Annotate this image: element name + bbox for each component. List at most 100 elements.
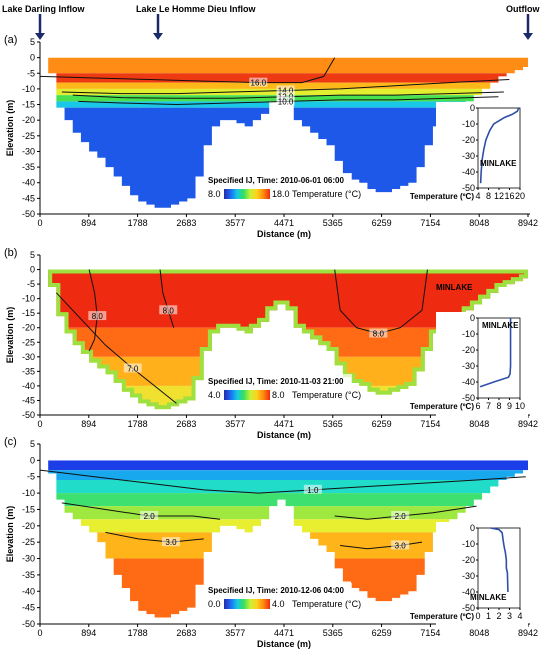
caption-box: Specified IJ, Time: 2010-12-06 04:00 0.0 4… — [204, 583, 361, 613]
inset-x-tick-label: 3 — [507, 611, 512, 621]
colorbar-max-label: 8.0 — [272, 390, 285, 400]
contour-label-bg — [276, 96, 295, 106]
y-tick-label: -20 — [22, 323, 35, 333]
inset-x-axis-label: Temperature (ºC) — [410, 192, 474, 201]
x-tick-label: 4471 — [274, 218, 294, 228]
y-tick-label: -15 — [22, 308, 35, 318]
y-tick-label: -40 — [22, 586, 35, 596]
y-tick-label: 0 — [30, 53, 35, 63]
inset-y-tick-label: -50 — [462, 183, 475, 193]
y-tick-label: -35 — [22, 366, 35, 376]
caption-box: Specified IJ, Time: 2010-06-01 06:00 8.0 1… — [204, 173, 361, 203]
y-tick-label: -35 — [22, 162, 35, 172]
contour-line — [340, 541, 423, 550]
x-tick-label: 7154 — [420, 628, 440, 638]
x-tick-label: 8942 — [518, 628, 538, 638]
x-tick-label: 4471 — [274, 419, 294, 429]
y-tick-label: -15 — [22, 100, 35, 110]
header-arrows — [35, 14, 533, 40]
x-tick-label: 2683 — [176, 628, 196, 638]
contour-line — [39, 57, 336, 84]
panel-b: (b) 7.0 8.0 8.0 8.0 5 0 -5 -10 -15 -20 -25 -30 -35 -40… — [4, 247, 538, 440]
x-tick-label: 4471 — [274, 628, 294, 638]
contour-line — [39, 469, 526, 494]
contour-label-bg — [276, 91, 295, 101]
x-tick-label: 8048 — [469, 218, 489, 228]
x-tick-label: 8942 — [518, 218, 538, 228]
temperature-band — [40, 460, 528, 471]
y-axis-label: Elevation (m) — [5, 506, 15, 563]
inset-y-tick-label: -10 — [462, 329, 475, 339]
contour-label: 14.0 — [278, 86, 294, 95]
y-tick-label: -5 — [27, 472, 35, 482]
x-tick-label: 7154 — [420, 218, 440, 228]
inset-profile-line — [479, 107, 520, 184]
inset-x-axis-label: Temperature (ºC) — [410, 402, 474, 411]
x-tick-label: 5365 — [323, 419, 343, 429]
contour-label-bg — [303, 484, 322, 494]
contour-label-bg — [161, 537, 180, 547]
colorbar — [224, 390, 270, 400]
y-tick-label: -25 — [22, 337, 35, 347]
contour-label-bg — [249, 77, 268, 87]
contour-label: 8.0 — [163, 306, 175, 315]
contour-label: 8.0 — [373, 330, 385, 339]
inset-x-tick-label: 4 — [475, 191, 480, 201]
y-tick-label: -40 — [22, 178, 35, 188]
inset-x-tick-label: 9 — [507, 401, 512, 411]
caption: Specified IJ, Time: 2010-11-03 21:00 — [208, 377, 344, 386]
x-tick-label: 7154 — [420, 419, 440, 429]
y-tick-label: -20 — [22, 521, 35, 531]
inset-profile-line — [479, 318, 512, 388]
x-tick-label: 0 — [37, 419, 42, 429]
inset-label: MINLAKE — [480, 159, 517, 168]
colorbar-title: Temperature (°C) — [292, 189, 361, 199]
inset-y-tick-label: -10 — [462, 539, 475, 549]
y-tick-label: -45 — [22, 603, 35, 613]
inset-x-tick-label: 7 — [486, 401, 491, 411]
contour-label: 3.0 — [395, 541, 407, 550]
x-tick-label: 5365 — [323, 628, 343, 638]
panel-a: (a)16.014.012.010.050-5-10-15-20-25-30-3… — [4, 34, 538, 239]
x-tick-label: 894 — [81, 628, 96, 638]
panel-c: (c) 1.0 2.0 2.0 3.0 3.0 5 0 -5 -10 -15 -20 -25 -30 -35… — [4, 436, 538, 649]
inset-x-tick-label: 0 — [475, 611, 480, 621]
contour-label: 7.0 — [127, 364, 139, 373]
contour-label: 16.0 — [251, 79, 267, 88]
inset-label: MINLAKE — [470, 593, 507, 602]
x-tick-label: 5365 — [323, 218, 343, 228]
colorbar-max-label: 4.0 — [272, 599, 285, 609]
y-tick-label: 5 — [30, 250, 35, 260]
inset-y-tick-label: -50 — [462, 393, 475, 403]
colorbar — [224, 189, 270, 199]
y-tick-label: -10 — [22, 294, 35, 304]
x-tick-label: 894 — [81, 218, 96, 228]
inset-y-tick-label: -40 — [462, 587, 475, 597]
inset-y-tick-label: -50 — [462, 603, 475, 613]
inset-x-tick-label: 16 — [504, 191, 514, 201]
y-tick-label: -5 — [27, 279, 35, 289]
temperature-band — [40, 73, 528, 83]
inset-y-tick-label: 0 — [470, 103, 475, 113]
x-axis-label: Distance (m) — [257, 229, 311, 239]
x-tick-label: 3577 — [225, 419, 245, 429]
inset-y-tick-label: -20 — [462, 555, 475, 565]
y-tick-label: -5 — [27, 68, 35, 78]
contour-label-bg — [369, 328, 388, 338]
x-axis-label: Distance (m) — [257, 639, 311, 649]
x-tick-label: 0 — [37, 218, 42, 228]
inset-x-tick-label: 2 — [496, 611, 501, 621]
panel-label: (b) — [4, 247, 17, 259]
inset-y-tick-label: 0 — [470, 313, 475, 323]
inset-x-tick-label: 1 — [486, 611, 491, 621]
inset-x-axis-label: Temperature (ºC) — [410, 612, 474, 621]
contour-line — [56, 292, 177, 404]
inset-profile: 0 -10 -20 -30 -40 -506 7 8 9 10 Temperature (ºC) MI… — [410, 312, 528, 418]
inset-x-tick-label: 8 — [496, 401, 501, 411]
x-tick-label: 2683 — [176, 419, 196, 429]
y-tick-label: -25 — [22, 537, 35, 547]
colorbar-title: Temperature (°C) — [292, 390, 361, 400]
x-tick-label: 6259 — [372, 218, 392, 228]
x-tick-label: 0 — [37, 628, 42, 638]
x-tick-label: 6259 — [372, 419, 392, 429]
